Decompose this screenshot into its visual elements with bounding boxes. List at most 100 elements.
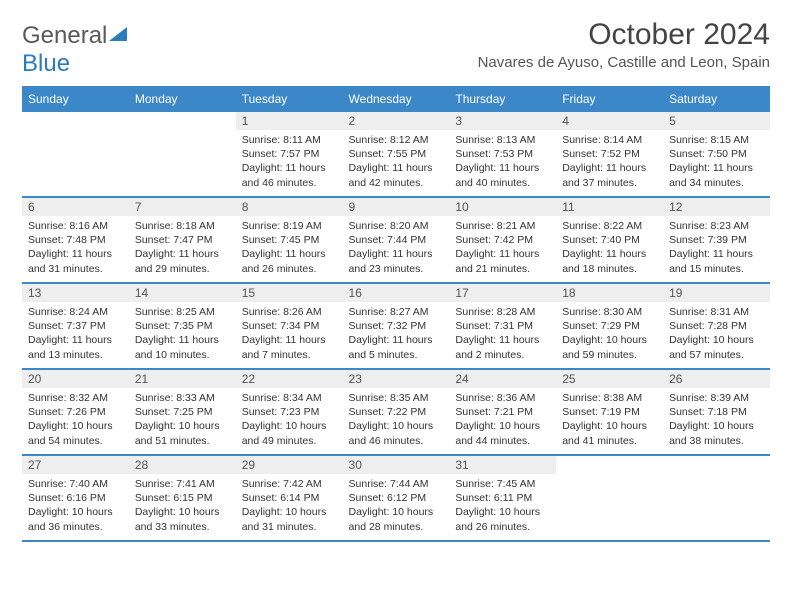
calendar-cell: 7Sunrise: 8:18 AMSunset: 7:47 PMDaylight…: [129, 197, 236, 283]
page-header: General Blue October 2024 Navares de Ayu…: [22, 18, 770, 78]
calendar-thead: SundayMondayTuesdayWednesdayThursdayFrid…: [22, 87, 770, 111]
day-number: 26: [663, 370, 770, 388]
day-details: Sunrise: 8:26 AMSunset: 7:34 PMDaylight:…: [236, 302, 343, 365]
day-header: Friday: [556, 87, 663, 111]
day-number: 4: [556, 112, 663, 130]
day-details: Sunrise: 8:38 AMSunset: 7:19 PMDaylight:…: [556, 388, 663, 451]
calendar-row: 1Sunrise: 8:11 AMSunset: 7:57 PMDaylight…: [22, 111, 770, 197]
brand-gray: General: [22, 22, 107, 49]
calendar-cell: 16Sunrise: 8:27 AMSunset: 7:32 PMDayligh…: [343, 283, 450, 369]
day-details: Sunrise: 8:25 AMSunset: 7:35 PMDaylight:…: [129, 302, 236, 365]
calendar-cell: [663, 455, 770, 541]
calendar-table: SundayMondayTuesdayWednesdayThursdayFrid…: [22, 86, 770, 542]
calendar-cell: 18Sunrise: 8:30 AMSunset: 7:29 PMDayligh…: [556, 283, 663, 369]
day-number: 5: [663, 112, 770, 130]
title-block: October 2024 Navares de Ayuso, Castille …: [478, 18, 770, 71]
day-number: 24: [449, 370, 556, 388]
day-number: 25: [556, 370, 663, 388]
calendar-cell: 3Sunrise: 8:13 AMSunset: 7:53 PMDaylight…: [449, 111, 556, 197]
calendar-row: 6Sunrise: 8:16 AMSunset: 7:48 PMDaylight…: [22, 197, 770, 283]
calendar-cell: 30Sunrise: 7:44 AMSunset: 6:12 PMDayligh…: [343, 455, 450, 541]
day-details: Sunrise: 8:20 AMSunset: 7:44 PMDaylight:…: [343, 216, 450, 279]
day-details: Sunrise: 8:32 AMSunset: 7:26 PMDaylight:…: [22, 388, 129, 451]
day-number: 28: [129, 456, 236, 474]
calendar-cell: 10Sunrise: 8:21 AMSunset: 7:42 PMDayligh…: [449, 197, 556, 283]
day-details: Sunrise: 8:15 AMSunset: 7:50 PMDaylight:…: [663, 130, 770, 193]
calendar-cell: 11Sunrise: 8:22 AMSunset: 7:40 PMDayligh…: [556, 197, 663, 283]
day-number: 17: [449, 284, 556, 302]
brand-logo: General Blue: [22, 18, 129, 78]
calendar-cell: 27Sunrise: 7:40 AMSunset: 6:16 PMDayligh…: [22, 455, 129, 541]
day-details: Sunrise: 7:44 AMSunset: 6:12 PMDaylight:…: [343, 474, 450, 537]
brand-sail-icon: [109, 22, 129, 50]
day-details: Sunrise: 7:45 AMSunset: 6:11 PMDaylight:…: [449, 474, 556, 537]
calendar-cell: [556, 455, 663, 541]
day-number: 13: [22, 284, 129, 302]
day-number: 1: [236, 112, 343, 130]
calendar-cell: 28Sunrise: 7:41 AMSunset: 6:15 PMDayligh…: [129, 455, 236, 541]
day-number: 18: [556, 284, 663, 302]
day-details: Sunrise: 8:35 AMSunset: 7:22 PMDaylight:…: [343, 388, 450, 451]
day-details: Sunrise: 8:21 AMSunset: 7:42 PMDaylight:…: [449, 216, 556, 279]
calendar-cell: 14Sunrise: 8:25 AMSunset: 7:35 PMDayligh…: [129, 283, 236, 369]
day-number: 15: [236, 284, 343, 302]
day-details: Sunrise: 8:12 AMSunset: 7:55 PMDaylight:…: [343, 130, 450, 193]
day-details: Sunrise: 8:36 AMSunset: 7:21 PMDaylight:…: [449, 388, 556, 451]
day-header-row: SundayMondayTuesdayWednesdayThursdayFrid…: [22, 87, 770, 111]
day-number: 6: [22, 198, 129, 216]
calendar-cell: 13Sunrise: 8:24 AMSunset: 7:37 PMDayligh…: [22, 283, 129, 369]
calendar-row: 27Sunrise: 7:40 AMSunset: 6:16 PMDayligh…: [22, 455, 770, 541]
day-details: Sunrise: 8:27 AMSunset: 7:32 PMDaylight:…: [343, 302, 450, 365]
day-number: 31: [449, 456, 556, 474]
day-details: Sunrise: 8:31 AMSunset: 7:28 PMDaylight:…: [663, 302, 770, 365]
calendar-cell: 8Sunrise: 8:19 AMSunset: 7:45 PMDaylight…: [236, 197, 343, 283]
day-details: Sunrise: 8:19 AMSunset: 7:45 PMDaylight:…: [236, 216, 343, 279]
calendar-cell: 6Sunrise: 8:16 AMSunset: 7:48 PMDaylight…: [22, 197, 129, 283]
calendar-cell: 12Sunrise: 8:23 AMSunset: 7:39 PMDayligh…: [663, 197, 770, 283]
calendar-cell: [22, 111, 129, 197]
day-number: 30: [343, 456, 450, 474]
day-header: Wednesday: [343, 87, 450, 111]
day-number: 7: [129, 198, 236, 216]
day-details: Sunrise: 8:16 AMSunset: 7:48 PMDaylight:…: [22, 216, 129, 279]
day-number: 10: [449, 198, 556, 216]
calendar-cell: 1Sunrise: 8:11 AMSunset: 7:57 PMDaylight…: [236, 111, 343, 197]
day-details: Sunrise: 8:33 AMSunset: 7:25 PMDaylight:…: [129, 388, 236, 451]
calendar-cell: 23Sunrise: 8:35 AMSunset: 7:22 PMDayligh…: [343, 369, 450, 455]
day-number: 2: [343, 112, 450, 130]
calendar-row: 13Sunrise: 8:24 AMSunset: 7:37 PMDayligh…: [22, 283, 770, 369]
calendar-cell: 25Sunrise: 8:38 AMSunset: 7:19 PMDayligh…: [556, 369, 663, 455]
calendar-cell: 26Sunrise: 8:39 AMSunset: 7:18 PMDayligh…: [663, 369, 770, 455]
day-header: Monday: [129, 87, 236, 111]
calendar-cell: 21Sunrise: 8:33 AMSunset: 7:25 PMDayligh…: [129, 369, 236, 455]
day-header: Tuesday: [236, 87, 343, 111]
day-header: Thursday: [449, 87, 556, 111]
day-number: 14: [129, 284, 236, 302]
day-details: Sunrise: 8:11 AMSunset: 7:57 PMDaylight:…: [236, 130, 343, 193]
day-number: 11: [556, 198, 663, 216]
calendar-cell: 19Sunrise: 8:31 AMSunset: 7:28 PMDayligh…: [663, 283, 770, 369]
day-number: 29: [236, 456, 343, 474]
day-number: 19: [663, 284, 770, 302]
day-number: 9: [343, 198, 450, 216]
day-details: Sunrise: 8:30 AMSunset: 7:29 PMDaylight:…: [556, 302, 663, 365]
day-number: 23: [343, 370, 450, 388]
day-details: Sunrise: 8:14 AMSunset: 7:52 PMDaylight:…: [556, 130, 663, 193]
day-details: Sunrise: 8:18 AMSunset: 7:47 PMDaylight:…: [129, 216, 236, 279]
day-details: Sunrise: 7:40 AMSunset: 6:16 PMDaylight:…: [22, 474, 129, 537]
day-header: Saturday: [663, 87, 770, 111]
day-details: Sunrise: 7:42 AMSunset: 6:14 PMDaylight:…: [236, 474, 343, 537]
day-details: Sunrise: 8:39 AMSunset: 7:18 PMDaylight:…: [663, 388, 770, 451]
calendar-cell: 22Sunrise: 8:34 AMSunset: 7:23 PMDayligh…: [236, 369, 343, 455]
day-details: Sunrise: 8:22 AMSunset: 7:40 PMDaylight:…: [556, 216, 663, 279]
day-number: 16: [343, 284, 450, 302]
day-number: 27: [22, 456, 129, 474]
calendar-row: 20Sunrise: 8:32 AMSunset: 7:26 PMDayligh…: [22, 369, 770, 455]
day-details: Sunrise: 7:41 AMSunset: 6:15 PMDaylight:…: [129, 474, 236, 537]
day-number: 3: [449, 112, 556, 130]
day-number: 12: [663, 198, 770, 216]
day-number: 21: [129, 370, 236, 388]
day-details: Sunrise: 8:28 AMSunset: 7:31 PMDaylight:…: [449, 302, 556, 365]
day-number: 20: [22, 370, 129, 388]
calendar-body: 1Sunrise: 8:11 AMSunset: 7:57 PMDaylight…: [22, 111, 770, 541]
